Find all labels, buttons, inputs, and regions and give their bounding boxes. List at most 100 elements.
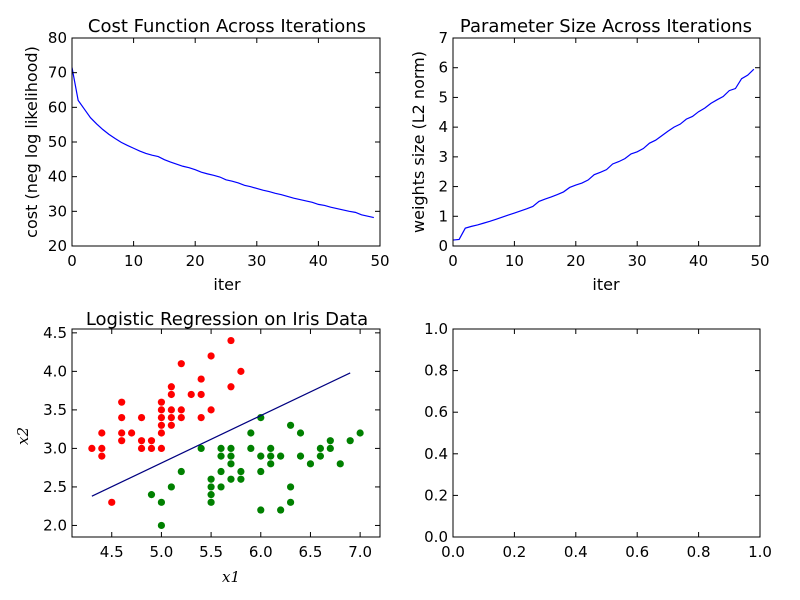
iris-point-s0-28 (177, 413, 185, 422)
weights-ytick-label-7: 7 (438, 29, 448, 47)
weights-chart-xlabel: iter (592, 275, 620, 294)
weights-xtick-label-1: 10 (505, 252, 524, 270)
iris-point-s1-21 (247, 444, 255, 453)
cost-chart-title: Cost Function Across Iterations (88, 16, 366, 37)
cost-ytick-label-4: 60 (48, 98, 67, 116)
iris-point-s0-13 (147, 437, 156, 445)
weights-ytick-label-4: 4 (438, 118, 448, 136)
iris-series-group (88, 336, 364, 530)
weights-ytick-label-5: 5 (438, 88, 448, 106)
iris-point-s0-34 (207, 406, 215, 414)
empty-ytick-label-3: 0.6 (424, 403, 448, 421)
iris-point-s1-38 (316, 452, 324, 460)
iris-point-s1-39 (326, 437, 334, 445)
weights-chart-title: Parameter Size Across Iterations (460, 16, 752, 37)
iris-point-s1-0 (147, 491, 156, 499)
iris-point-s1-24 (257, 467, 265, 476)
weights-axes-frame (452, 37, 761, 247)
cost-series-line (72, 67, 374, 219)
iris-point-s0-8 (118, 437, 126, 445)
iris-axes-frame (71, 328, 381, 538)
iris-ytick-label-1: 2.5 (43, 478, 67, 496)
empty-ytick-label-2: 0.4 (424, 445, 448, 463)
iris-point-s0-10 (137, 413, 146, 422)
iris-point-s0-37 (237, 367, 245, 375)
iris-point-s1-14 (227, 444, 235, 453)
cost-chart-ylabel: cost (neg log likelihood) (22, 46, 41, 238)
iris-point-s0-26 (177, 360, 185, 368)
iris-point-s1-5 (197, 444, 205, 453)
iris-point-s0-24 (167, 413, 175, 422)
iris-xtick-label-5: 7.0 (348, 543, 372, 561)
cost-xtick-label-5: 50 (370, 252, 389, 270)
iris-point-s1-27 (267, 452, 275, 460)
iris-ytick-label-5: 4.5 (43, 324, 67, 342)
weights-chart: Parameter Size Across Iterations iter we… (409, 16, 770, 294)
iris-point-s1-30 (277, 506, 285, 514)
iris-point-s0-14 (147, 444, 156, 453)
cost-ytick-label-2: 40 (48, 168, 67, 186)
iris-point-s1-40 (326, 444, 334, 453)
weights-chart-ylabel: weights size (L2 norm) (409, 51, 428, 233)
iris-decision-boundary-line (91, 372, 351, 497)
iris-point-s0-6 (118, 413, 126, 422)
empty-xtick-label-3: 0.6 (625, 543, 649, 561)
cost-ytick-label-1: 30 (48, 202, 67, 220)
iris-point-s1-25 (257, 506, 265, 514)
iris-point-s0-31 (197, 390, 205, 399)
iris-point-s1-35 (296, 452, 305, 460)
iris-point-s0-11 (137, 437, 146, 445)
iris-point-s1-41 (336, 460, 344, 468)
weights-ytick-label-6: 6 (438, 59, 448, 77)
iris-point-s1-19 (237, 475, 245, 483)
iris-point-s0-17 (157, 413, 166, 422)
iris-point-s0-22 (167, 390, 175, 399)
weights-xtick-label-2: 20 (566, 252, 585, 270)
iris-chart-xlabel: x1 (222, 568, 240, 586)
iris-point-s1-1 (157, 498, 166, 506)
iris-point-s1-36 (306, 460, 315, 468)
iris-point-s0-0 (88, 444, 96, 453)
cost-ytick-label-0: 20 (48, 237, 67, 255)
cost-xtick-label-3: 30 (247, 252, 266, 270)
empty-xtick-label-2: 0.4 (564, 543, 588, 561)
iris-point-s1-32 (286, 483, 295, 491)
empty-ytick-label-0: 0.0 (424, 528, 448, 546)
iris-point-s1-37 (316, 444, 324, 453)
iris-point-s0-9 (128, 429, 136, 437)
iris-point-s0-7 (118, 429, 126, 437)
empty-xtick-label-5: 1.0 (748, 543, 772, 561)
iris-point-s1-15 (227, 452, 235, 460)
iris-xtick-label-4: 6.5 (299, 543, 323, 561)
iris-point-s1-31 (286, 421, 295, 429)
iris-point-s0-18 (157, 421, 166, 429)
iris-chart-ylabel: x2 (14, 427, 32, 445)
iris-point-s0-4 (108, 498, 116, 506)
iris-point-s0-27 (177, 406, 185, 414)
iris-scatter-chart: Logistic Regression on Iris Data x1 x2 4… (14, 309, 381, 586)
iris-point-s1-28 (267, 460, 275, 468)
weights-ytick-label-0: 0 (438, 237, 448, 255)
iris-point-s1-33 (286, 498, 295, 506)
iris-point-s0-1 (98, 429, 106, 437)
iris-point-s1-29 (277, 452, 285, 460)
iris-ytick-label-0: 2.0 (43, 516, 67, 534)
cost-xtick-label-0: 0 (67, 252, 77, 270)
iris-point-s1-11 (217, 452, 225, 460)
weights-xtick-label-5: 50 (750, 252, 769, 270)
weights-xtick-label-3: 30 (628, 252, 647, 270)
cost-xtick-label-2: 20 (186, 252, 205, 270)
iris-ytick-label-2: 3.0 (43, 439, 67, 457)
cost-chart-xlabel: iter (213, 275, 241, 294)
iris-xtick-label-2: 5.5 (199, 543, 223, 561)
iris-point-s1-26 (267, 444, 275, 453)
iris-point-s0-25 (167, 421, 175, 429)
iris-point-s0-15 (157, 398, 166, 406)
iris-point-s0-32 (197, 413, 205, 422)
iris-point-s0-33 (207, 352, 215, 360)
iris-point-s1-6 (207, 475, 215, 483)
iris-point-s1-43 (356, 429, 364, 437)
iris-point-s1-9 (207, 498, 215, 506)
